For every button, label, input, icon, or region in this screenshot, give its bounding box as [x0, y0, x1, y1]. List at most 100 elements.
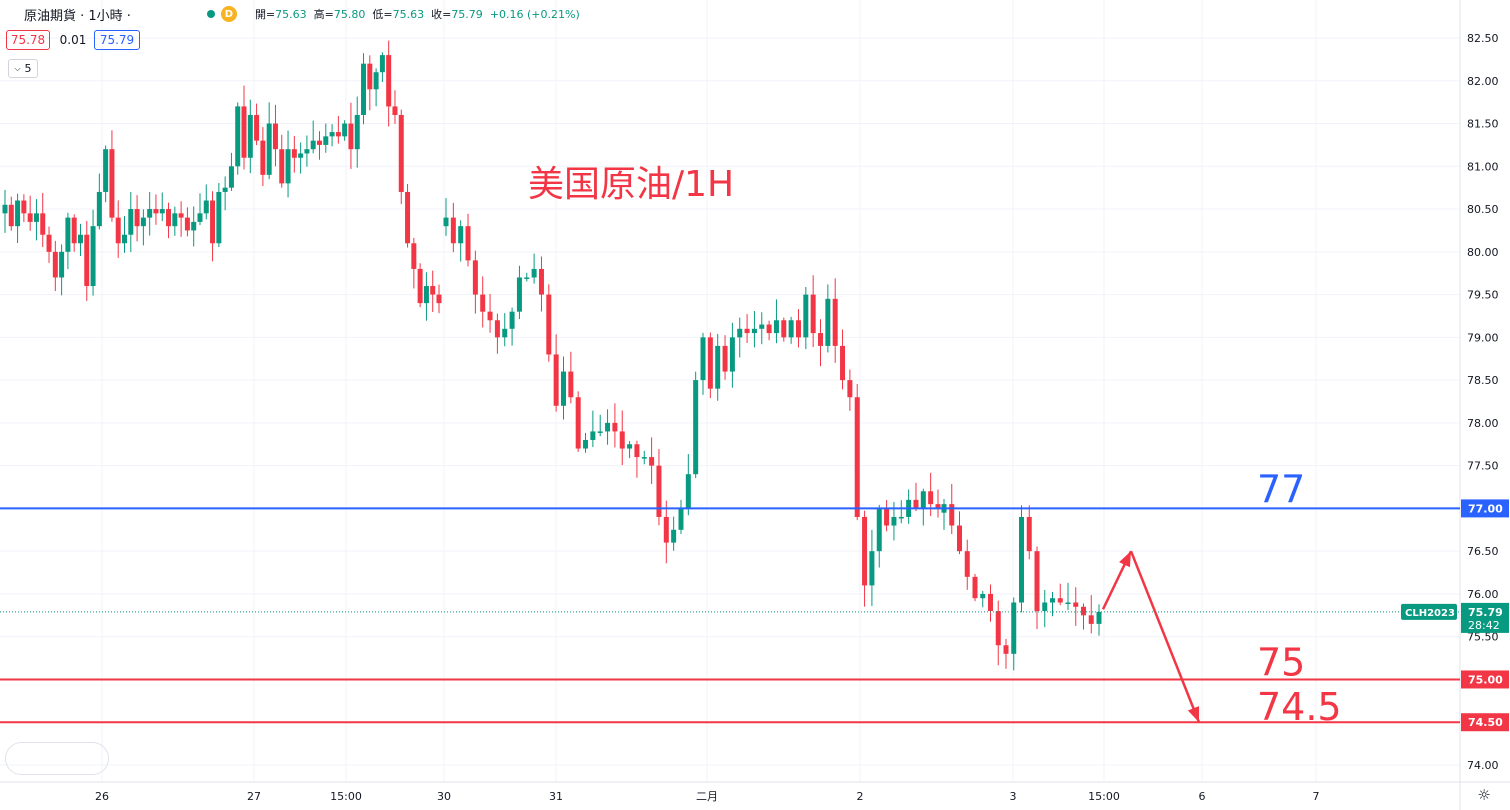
- candle-body: [310, 140, 316, 150]
- candle-body: [1003, 645, 1009, 654]
- y-tick-label: 78.00: [1467, 417, 1499, 430]
- candle-body: [90, 226, 96, 287]
- ask-price-button[interactable]: 75.79: [94, 30, 140, 50]
- y-tick-label: 80.00: [1467, 246, 1499, 259]
- candle-body: [147, 209, 153, 218]
- candle-body: [634, 444, 640, 458]
- candle-body: [913, 499, 919, 509]
- candle-body: [266, 123, 272, 175]
- y-tick-label: 81.00: [1467, 160, 1499, 173]
- candle-body: [619, 431, 625, 449]
- candle-body: [707, 337, 713, 389]
- candle-body: [1088, 615, 1094, 624]
- candle-body: [693, 380, 699, 475]
- x-tick-label: 7: [1313, 790, 1320, 803]
- y-tick-label: 77.50: [1467, 460, 1499, 473]
- candle-body: [663, 516, 669, 543]
- candle-body: [678, 508, 684, 530]
- candle-body: [1073, 602, 1079, 607]
- time-axis[interactable]: 26 27 15:00 30 31 二月 2 3 15:00 6 7: [95, 790, 1320, 803]
- open-value: 75.63: [275, 8, 307, 21]
- x-tick-label: 31: [549, 790, 563, 803]
- candle-body: [367, 63, 373, 90]
- symbol-badge: [1401, 603, 1457, 620]
- symbol-title[interactable]: 原油期貨 · 1小時 ·: [24, 8, 131, 24]
- candle-body: [191, 221, 197, 231]
- candle-body: [472, 260, 478, 295]
- candle-body: [166, 209, 172, 227]
- chart-title: 美国原油/1H: [528, 164, 734, 205]
- candle-body: [172, 213, 178, 227]
- candle-body: [803, 294, 809, 338]
- candle-body: [891, 516, 897, 526]
- symbol-badge-label: CLH2023: [1405, 608, 1455, 619]
- candle-body: [656, 465, 662, 517]
- candle-body: [788, 320, 794, 338]
- low-value: 75.63: [392, 8, 425, 21]
- bid-price-button[interactable]: 75.78: [6, 30, 50, 50]
- candle-body: [729, 337, 735, 372]
- candles: [2, 40, 1102, 671]
- candle-body: [279, 149, 285, 184]
- candle-body: [379, 55, 385, 73]
- x-tick-label: 15:00: [1088, 790, 1120, 803]
- candle-body: [1057, 598, 1063, 603]
- candle-body: [291, 149, 297, 158]
- candle-body: [103, 149, 109, 192]
- candle-body: [8, 204, 14, 227]
- candle-body: [546, 294, 552, 355]
- candle-body: [109, 149, 115, 218]
- candle-body: [869, 551, 875, 586]
- candle-body: [722, 345, 728, 372]
- gear-icon[interactable]: ☼: [1477, 786, 1491, 804]
- candle-body: [430, 286, 436, 295]
- candle-body: [524, 277, 530, 279]
- candle-body: [272, 123, 278, 150]
- lower-pane-toolbar[interactable]: [5, 742, 109, 775]
- delayed-badge[interactable]: D: [220, 6, 237, 22]
- candle-body: [178, 213, 184, 218]
- candle-body: [744, 328, 750, 334]
- horizontal-levels: [0, 507, 1460, 724]
- candle-body: [884, 508, 890, 526]
- candle-body: [392, 106, 398, 115]
- candle-body: [876, 508, 882, 552]
- candle-body: [795, 320, 801, 338]
- candle-body: [818, 333, 824, 346]
- candle-body: [847, 380, 853, 398]
- level-axis-badge: [1461, 670, 1509, 689]
- candle-body: [502, 328, 508, 338]
- candle-body: [241, 106, 247, 158]
- high-label: 高=: [313, 8, 334, 21]
- countdown-label: 28:42: [1468, 619, 1500, 632]
- candle-body: [487, 311, 493, 321]
- y-tick-label: 80.50: [1467, 203, 1499, 216]
- x-tick-label: 30: [437, 790, 451, 803]
- x-tick-label: 6: [1199, 790, 1206, 803]
- candle-body: [134, 209, 140, 227]
- y-tick-label: 76.50: [1467, 545, 1499, 558]
- candle-body: [1042, 602, 1048, 612]
- indicator-toggle-button[interactable]: ⌵ 5: [8, 59, 38, 78]
- candle-body: [71, 217, 77, 244]
- candle-body: [386, 55, 392, 107]
- candle-body: [159, 209, 165, 214]
- forecast-up-arrow-head: [1119, 551, 1131, 568]
- candle-body: [516, 277, 522, 312]
- ohlc-values: 開=75.63 高=75.80 低=75.63 收=75.79 +0.16 (+…: [255, 6, 580, 22]
- candle-body: [641, 457, 647, 459]
- candle-body: [509, 311, 515, 329]
- candle-body: [1050, 598, 1055, 603]
- candle-body: [436, 294, 442, 304]
- price-axis[interactable]: 82.50 82.00 81.50 81.00 80.50 80.00 79.50 79.00…: [1401, 32, 1509, 772]
- candle-body: [553, 354, 559, 406]
- candle-body: [605, 422, 611, 432]
- x-tick-label: 2: [857, 790, 864, 803]
- candle-body: [928, 491, 934, 505]
- candle-body: [335, 132, 341, 137]
- change-value: +0.16 (+0.21%): [489, 8, 580, 21]
- candle-body: [1096, 611, 1102, 624]
- close-value: 75.79: [451, 8, 483, 21]
- level-axis-label: 75.00: [1468, 673, 1503, 686]
